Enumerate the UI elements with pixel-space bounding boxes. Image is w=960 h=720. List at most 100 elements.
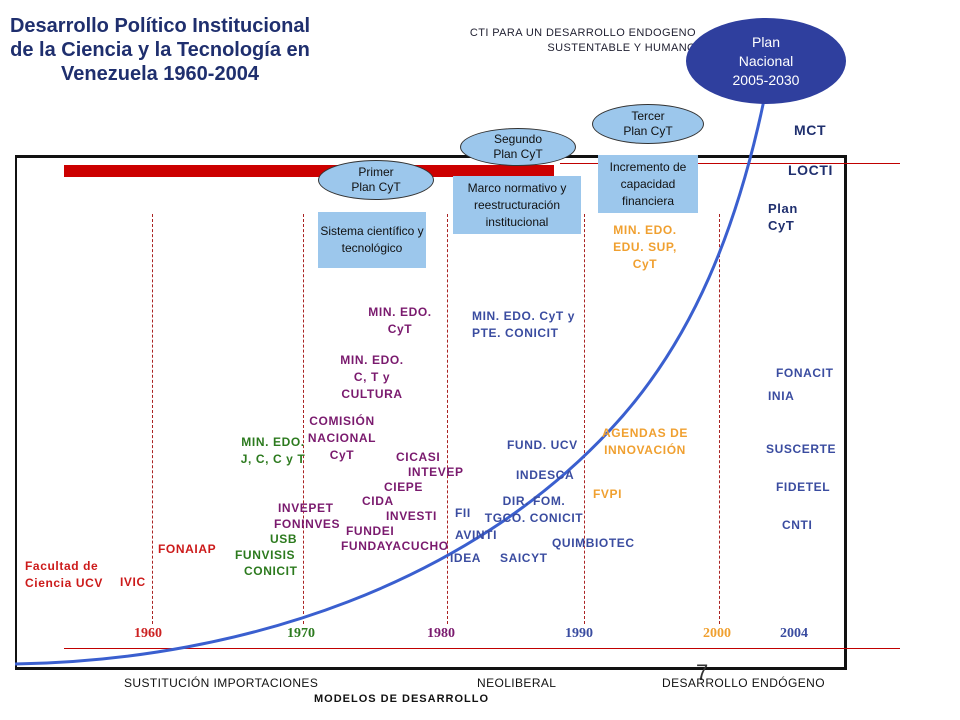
comision-line-3: CyT [329, 448, 355, 462]
facultad-label: Facultad de Ciencia UCV [25, 558, 103, 592]
plan-nacional-line-1: Plan [751, 33, 781, 50]
min-ctc-label: MIN. EDO. C, T y CULTURA [330, 352, 414, 403]
comision-line-1: COMISIÓN [309, 414, 375, 428]
marco-box: Marco normativo y reestructuración insti… [453, 176, 581, 234]
axis-line [64, 648, 900, 649]
min-jcct-line-1: MIN. EDO. [241, 435, 305, 449]
year-1970: 1970 [287, 626, 315, 641]
comision-label: COMISIÓN NACIONAL CyT [302, 413, 382, 464]
min-ctc-line-1: MIN. EDO. [340, 353, 404, 367]
idea-label: IDEA [450, 551, 482, 565]
divider-2000 [719, 214, 720, 624]
min-edu-sup-label: MIN. EDO. EDU. SUP, CyT [610, 222, 680, 273]
endogeno-label: DESARROLLO ENDÓGENO [662, 676, 825, 690]
min-jcct-label: MIN. EDO. J, C, C y T [236, 434, 310, 468]
primer-line-2: Plan CyT [351, 180, 401, 194]
divider-1980 [447, 214, 448, 624]
tercer-plan-ellipse: Tercer Plan CyT [592, 104, 704, 144]
sustitucion-label: SUSTITUCIÓN IMPORTACIONES [124, 676, 319, 690]
cicasi-label: CICASI [396, 450, 441, 464]
divider-1970 [303, 214, 304, 624]
usb-label: USB [270, 532, 298, 546]
min-cyt-pte-line-2: PTE. CONICIT [472, 326, 559, 340]
avinti-label: AVINTI [455, 528, 498, 542]
fundei-label: FUNDEI [346, 524, 395, 538]
locti-line [560, 163, 900, 164]
saicyt-label: SAICYT [500, 551, 548, 565]
min-cyt-pte-label: MIN. EDO. CyT y PTE. CONICIT [472, 308, 592, 342]
year-2000: 2000 [703, 626, 731, 641]
min-cyt-line-2: CyT [387, 322, 413, 336]
fvpi-label: FVPI [593, 487, 623, 501]
primer-plan-ellipse: Primer Plan CyT [318, 160, 434, 200]
facultad-line-2: Ciencia UCV [25, 576, 103, 590]
slide-number: 7 [696, 660, 709, 685]
page-title: Desarrollo Político Institucional de la … [9, 15, 311, 85]
ivic-label: IVIC [120, 575, 146, 589]
min-ctc-line-2: C, T y [353, 370, 391, 384]
funvisis-label: FUNVISIS [235, 548, 296, 562]
cnti-label: CNTI [782, 518, 813, 532]
year-2004: 2004 [780, 626, 808, 641]
cti-line-2: SUSTENTABLE Y HUMANO [547, 42, 696, 54]
min-cyt-label: MIN. EDO. CyT [360, 304, 440, 338]
min-jcct-line-2: J, C, C y T [240, 452, 306, 466]
segundo-line-2: Plan CyT [493, 147, 543, 161]
min-ctc-line-3: CULTURA [341, 387, 403, 401]
min-cyt-line-1: MIN. EDO. [368, 305, 432, 319]
plan-cyt-line-2: CyT [768, 218, 795, 233]
inia-label: INIA [768, 389, 795, 403]
mct-label: MCT [794, 122, 827, 138]
agendas-line-1: AGENDAS DE [601, 426, 688, 440]
intevep-label: INTEVEP [408, 465, 464, 479]
fundayacucho-label: FUNDAYACUCHO [341, 539, 449, 553]
min-edu-sup-line-3: CyT [632, 257, 658, 271]
plan-cyt-label: Plan CyT [768, 200, 798, 234]
dir-fom-line-2: TGCO. CONICIT [484, 511, 584, 525]
min-edu-sup-line-2: EDU. SUP, [613, 240, 677, 254]
plan-nacional-line-2: Nacional [738, 52, 794, 69]
fidetel-label: FIDETEL [776, 480, 831, 494]
neoliberal-label: NEOLIBERAL [477, 676, 557, 690]
incremento-box: Incremento de capacidad financiera [598, 155, 698, 213]
quimbiotec-label: QUIMBIOTEC [552, 536, 635, 550]
facultad-line-1: Facultad de [25, 559, 99, 573]
timeline-frame [15, 155, 847, 670]
modelos-label: MODELOS DE DESARROLLO [314, 693, 490, 705]
year-1980: 1980 [427, 626, 455, 641]
agendas-line-2: INNOVACIÓN [604, 443, 686, 457]
plan-cyt-line-1: Plan [768, 201, 798, 216]
dir-fom-line-1: DIR. FOM. [502, 494, 566, 508]
locti-label: LOCTI [788, 162, 833, 178]
fonaiap-label: FONAIAP [158, 542, 217, 556]
suscerte-label: SUSCERTE [766, 442, 837, 456]
cida-label: CIDA [362, 494, 394, 508]
plan-nacional-line-3: 2005-2030 [732, 71, 800, 88]
fii-label: FII [455, 506, 471, 520]
invepet-label: INVEPET [278, 501, 334, 515]
cti-banner: CTI PARA UN DESARROLLO ENDOGENO SUSTENTA… [406, 22, 702, 64]
indesca-label: INDESCA [516, 468, 575, 482]
divider-1960 [152, 214, 153, 624]
ciepe-label: CIEPE [384, 480, 424, 494]
year-1960: 1960 [134, 626, 162, 641]
investi-label: INVESTI [386, 509, 437, 523]
conicit-label: CONICIT [244, 564, 298, 578]
fund-ucv-label: FUND. UCV [507, 438, 578, 452]
dir-fom-label: DIR. FOM. TGCO. CONICIT [484, 493, 584, 527]
tercer-line-2: Plan CyT [623, 124, 673, 138]
divider-1990 [584, 214, 585, 624]
sistema-box: Sistema científico y tecnológico [318, 212, 426, 268]
agendas-label: AGENDAS DE INNOVACIÓN [598, 425, 692, 459]
fonacit-label: FONACIT [776, 366, 834, 380]
plan-nacional-ellipse: Plan Nacional 2005-2030 [686, 18, 846, 104]
foninves-label: FONINVES [274, 517, 341, 531]
cti-line-1: CTI PARA UN DESARROLLO ENDOGENO [469, 27, 696, 39]
segundo-line-1: Segundo [493, 132, 543, 146]
primer-line-1: Primer [358, 165, 394, 179]
year-1990: 1990 [565, 626, 593, 641]
comision-line-2: NACIONAL [307, 431, 377, 445]
segundo-plan-ellipse: Segundo Plan CyT [460, 128, 576, 166]
min-edu-sup-line-1: MIN. EDO. [613, 223, 677, 237]
